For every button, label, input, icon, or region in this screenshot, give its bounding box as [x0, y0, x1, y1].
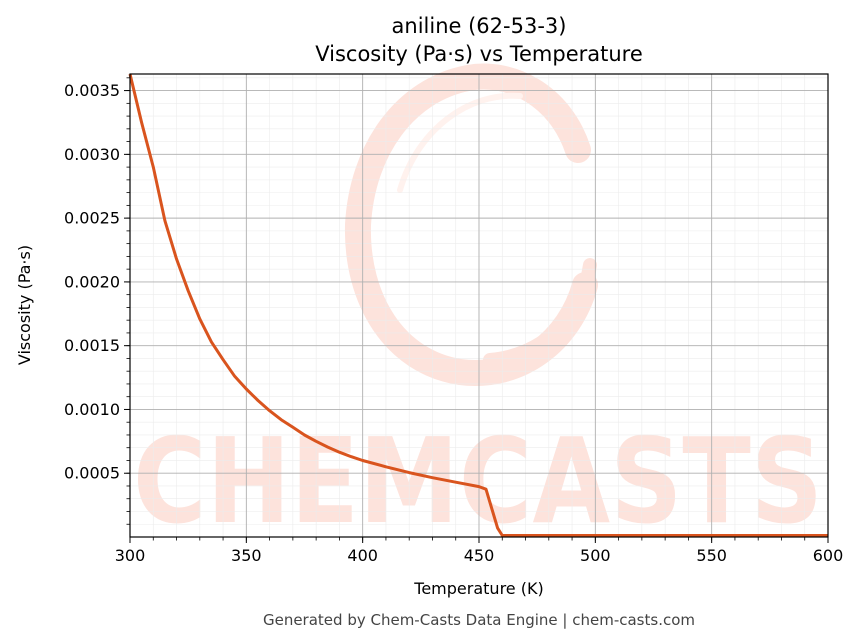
chart-title: aniline (62-53-3)	[392, 14, 567, 38]
x-tick-label: 300	[115, 546, 146, 565]
watermark-swirl-icon	[344, 63, 598, 386]
y-tick-label: 0.0030	[64, 145, 120, 164]
x-tick-label: 350	[231, 546, 262, 565]
x-axis-label: Temperature (K)	[413, 579, 543, 598]
x-tick-label: 400	[347, 546, 378, 565]
x-tick-label: 450	[464, 546, 495, 565]
series-layer	[128, 73, 828, 537]
x-tick-label: 500	[580, 546, 611, 565]
y-tick-label: 0.0005	[64, 464, 120, 483]
y-tick-label: 0.0035	[64, 81, 120, 100]
watermark-text: CHEMCASTS	[133, 412, 823, 550]
x-axis: 300 350 400 450 500 550 600	[115, 537, 844, 565]
viscosity-series-line	[128, 73, 828, 537]
y-tick-label: 0.0010	[64, 400, 120, 419]
y-tick-label: 0.0015	[64, 336, 120, 355]
x-tick-label: 600	[813, 546, 844, 565]
chart-subtitle: Viscosity (Pa·s) vs Temperature	[315, 42, 643, 66]
y-axis: 0.0005 0.0010 0.0015 0.0020 0.0025 0.0030 0.00…	[64, 77, 130, 525]
y-tick-label: 0.0020	[64, 272, 120, 291]
x-tick-label: 550	[696, 546, 727, 565]
watermark-logo: CHEMCASTS	[133, 63, 823, 550]
major-grid	[129, 74, 829, 537]
y-axis-label: Viscosity (Pa·s)	[15, 245, 34, 365]
footer-credit: Generated by Chem-Casts Data Engine | ch…	[263, 611, 695, 629]
y-tick-label: 0.0025	[64, 209, 120, 228]
